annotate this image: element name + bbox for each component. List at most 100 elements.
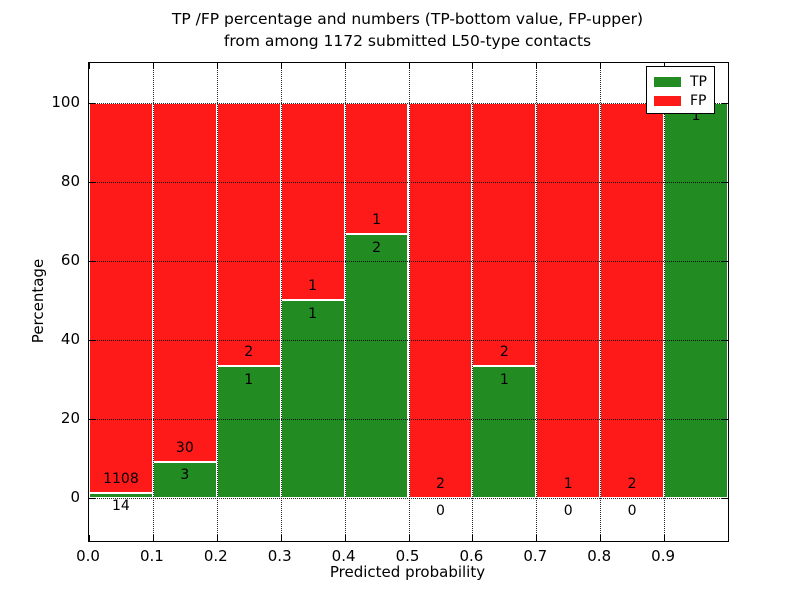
tp-count-label: 0: [435, 503, 445, 520]
y-gridline: [89, 102, 728, 104]
plot-area: 1108143032111122021102001: [88, 62, 729, 542]
x-tick-label: 0.8: [587, 547, 612, 565]
x-tick: [600, 535, 602, 541]
tp-count-label: 0: [627, 503, 637, 520]
y-tick: [89, 339, 95, 341]
y-tick-right: [722, 181, 728, 183]
fp-count-label: 1: [563, 475, 573, 492]
x-tick-label: 0.0: [76, 547, 100, 565]
x-tick: [152, 535, 154, 541]
y-tick-label: 20: [60, 408, 80, 427]
legend-swatch-fp: [654, 95, 681, 106]
y-gridline: [89, 339, 728, 341]
y-tick-label: 80: [60, 171, 80, 190]
legend-row: FP: [654, 91, 714, 110]
fp-count-label: 2: [244, 344, 254, 361]
fp-bar-segment: [89, 102, 153, 493]
x-gridline: [408, 63, 410, 541]
fp-count-label: 1: [308, 278, 318, 295]
x-tick-top: [216, 63, 218, 69]
y-tick: [89, 181, 95, 183]
chart-title-line2: from among 1172 submitted L50-type conta…: [223, 32, 592, 50]
x-gridline: [472, 63, 474, 541]
y-tick-right: [722, 497, 728, 499]
x-tick-top: [280, 63, 282, 69]
legend-label-tp: TP: [690, 73, 707, 90]
y-tick-right: [722, 260, 728, 262]
tp-count-label: 1: [691, 108, 701, 125]
fp-bar-segment: [536, 102, 601, 498]
x-gridline: [280, 63, 282, 541]
tp-count-label: 0: [563, 503, 573, 520]
x-gridline: [344, 63, 346, 541]
tp-count-label: 1: [499, 371, 509, 388]
y-gridline: [89, 497, 728, 499]
y-tick: [89, 418, 95, 420]
y-tick-right: [722, 102, 728, 104]
tp-count-label: 2: [372, 239, 382, 256]
x-tick: [408, 535, 410, 541]
x-tick: [664, 535, 666, 541]
tp-bar-segment: [344, 234, 409, 498]
fp-count-label: 30: [175, 439, 194, 456]
y-tick-label: 40: [60, 329, 80, 348]
y-gridline: [89, 418, 728, 420]
legend-label-fp: FP: [690, 92, 707, 109]
y-tick-label: 60: [60, 250, 80, 269]
legend-swatch-tp: [654, 76, 681, 87]
x-tick-top: [600, 63, 602, 69]
y-tick: [89, 260, 95, 262]
tp-bar-segment: [280, 300, 345, 498]
x-tick-top: [536, 63, 538, 69]
x-gridline: [536, 63, 538, 541]
tp-bar-segment: [472, 365, 537, 498]
fp-count-label: 1108: [103, 470, 139, 487]
x-tick: [536, 535, 538, 541]
tp-count-label: 1: [244, 371, 254, 388]
y-tick-label: 0: [70, 487, 80, 506]
x-tick-label: 0.4: [331, 547, 356, 565]
tp-count-label: 3: [180, 467, 190, 484]
x-tick-label: 0.5: [395, 547, 420, 565]
fp-bar-segment: [600, 102, 665, 498]
tp-bar-segment: [89, 492, 153, 498]
chart-title-line1: TP /FP percentage and numbers (TP-bottom…: [171, 10, 644, 28]
fp-count-label: 1: [372, 212, 382, 229]
fp-bar-segment: [280, 102, 345, 301]
x-tick-top: [89, 63, 90, 69]
fp-bar-segment: [408, 102, 473, 498]
fp-count-label: 2: [499, 344, 509, 361]
x-tick-top: [152, 63, 154, 69]
legend: TP FP: [646, 66, 715, 114]
fp-count-label: 2: [627, 475, 637, 492]
y-tick: [89, 497, 95, 499]
x-tick-top: [472, 63, 474, 69]
fp-count-label: 2: [435, 475, 445, 492]
x-axis-label: Predicted probability: [329, 563, 486, 581]
fp-bar-segment: [216, 102, 281, 366]
tp-bar-segment: [664, 102, 728, 498]
x-tick-top: [344, 63, 346, 69]
tp-count-label: 14: [112, 498, 130, 515]
y-tick-right: [722, 339, 728, 341]
legend-row: TP: [654, 72, 714, 91]
x-tick-label: 0.9: [651, 547, 676, 565]
y-gridline: [89, 260, 728, 262]
x-gridline: [216, 63, 218, 541]
x-gridline: [664, 63, 666, 541]
x-gridline: [600, 63, 602, 541]
x-tick-label: 0.7: [523, 547, 548, 565]
tp-bar-segment: [152, 461, 217, 498]
x-tick: [280, 535, 282, 541]
x-tick: [89, 535, 90, 541]
tp-count-label: 1: [308, 305, 318, 322]
x-tick: [216, 535, 218, 541]
y-gridline: [89, 181, 728, 183]
x-tick-label: 0.3: [267, 547, 292, 565]
fp-bar-segment: [472, 102, 537, 366]
chart-title: TP /FP percentage and numbers (TP-bottom…: [88, 8, 727, 52]
x-tick-label: 0.1: [139, 547, 164, 565]
fp-bar-segment: [152, 102, 217, 462]
x-tick-label: 0.6: [459, 547, 484, 565]
